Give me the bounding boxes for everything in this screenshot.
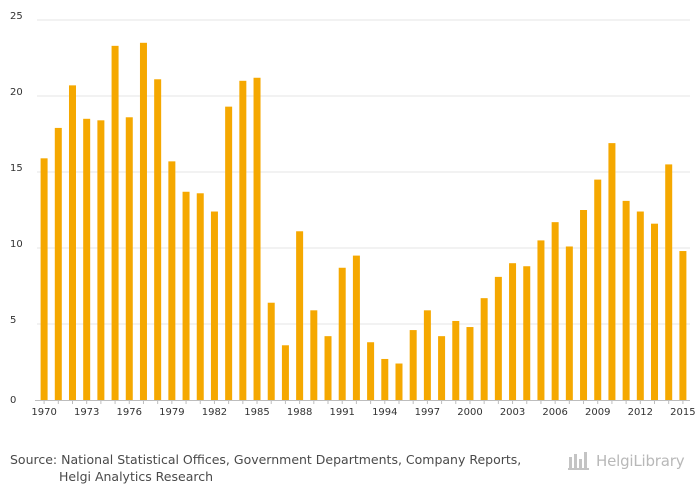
x-tick-label-1982: 1982 (202, 407, 227, 418)
bar-1990 (324, 336, 332, 400)
bar-2014 (665, 164, 673, 400)
source-line-1: National Statistical Offices, Government… (61, 452, 522, 467)
helgi-library-logo: HelgiLibrary (568, 450, 685, 472)
bar-1994 (381, 358, 389, 400)
x-tick-label-1979: 1979 (159, 407, 184, 418)
bar-1999 (452, 320, 460, 400)
bar-1976 (125, 117, 133, 400)
y-tick-label-20: 20 (10, 87, 23, 98)
bar-1987 (281, 345, 289, 400)
x-tick-label-2000: 2000 (457, 407, 482, 418)
bar-1986 (267, 302, 275, 400)
y-tick-label-10: 10 (10, 239, 23, 250)
bar-1975 (111, 45, 119, 401)
bar-1979 (168, 161, 176, 400)
bar-1991 (338, 267, 346, 400)
x-tick-label-1985: 1985 (244, 407, 269, 418)
bar-1995 (395, 363, 403, 400)
x-tick-label-2015: 2015 (670, 407, 695, 418)
bar-1985 (253, 77, 261, 400)
source-note: Source: National Statistical Offices, Go… (10, 451, 550, 485)
bar-1971 (54, 127, 62, 401)
bar-1993 (367, 342, 375, 400)
library-building-icon (568, 452, 589, 470)
bar-2002 (494, 276, 502, 400)
source-prefix: Source: (10, 452, 58, 467)
bar-2008 (580, 210, 588, 400)
bar-2005 (537, 240, 545, 400)
bar-2013 (651, 223, 659, 400)
bar-1983 (225, 106, 233, 400)
bar-1973 (83, 118, 91, 401)
bar-2015 (679, 251, 687, 400)
bar-1992 (352, 255, 360, 400)
source-line-2: Helgi Analytics Research (59, 469, 214, 484)
bar-2007 (565, 246, 573, 400)
bar-1989 (310, 310, 318, 400)
bar-1996 (409, 330, 417, 400)
y-tick-label-25: 25 (10, 11, 23, 22)
x-tick-label-2009: 2009 (585, 407, 610, 418)
bar-1978 (154, 79, 162, 400)
bar-1998 (438, 336, 446, 400)
bar-2011 (622, 200, 630, 400)
bar-1972 (68, 85, 76, 401)
y-tick-label-15: 15 (10, 163, 23, 174)
bar-2004 (523, 266, 531, 400)
y-tick-label-0: 0 (10, 395, 16, 406)
x-tick-label-1973: 1973 (74, 407, 99, 418)
x-tick-label-1991: 1991 (329, 407, 354, 418)
gridlines (35, 19, 690, 401)
bar-1984 (239, 80, 247, 401)
x-tick-label-1994: 1994 (372, 407, 397, 418)
bar-2000 (466, 327, 474, 400)
bar-2003 (509, 263, 517, 400)
y-axis-ticks: 0 5 10 15 20 25 (10, 11, 23, 406)
y-tick-label-5: 5 (10, 315, 16, 326)
bar-2010 (608, 143, 616, 400)
bar-1977 (139, 42, 147, 401)
bar-2001 (480, 298, 488, 400)
bar-2009 (594, 179, 602, 400)
x-tick-label-1970: 1970 (31, 407, 56, 418)
x-tick-label-2006: 2006 (542, 407, 567, 418)
x-tick-label-1997: 1997 (415, 407, 440, 418)
bars (40, 42, 687, 401)
bar-1970 (40, 158, 48, 400)
logo-text: HelgiLibrary (596, 452, 685, 470)
bar-2006 (551, 222, 559, 400)
bar-1981 (196, 193, 204, 400)
x-tick-label-1988: 1988 (287, 407, 312, 418)
bar-1997 (423, 310, 431, 400)
bar-1982 (210, 211, 218, 400)
bar-1974 (97, 120, 105, 400)
bar-1980 (182, 191, 190, 400)
bar-1988 (296, 231, 304, 400)
x-tick-label-1976: 1976 (117, 407, 142, 418)
bar-2012 (636, 211, 644, 400)
x-tick-label-2012: 2012 (628, 407, 653, 418)
x-axis-ticks: 1970 1973 1976 1979 1982 1985 1988 1991 1994 1997… (31, 400, 696, 418)
x-tick-label-2003: 2003 (500, 407, 525, 418)
